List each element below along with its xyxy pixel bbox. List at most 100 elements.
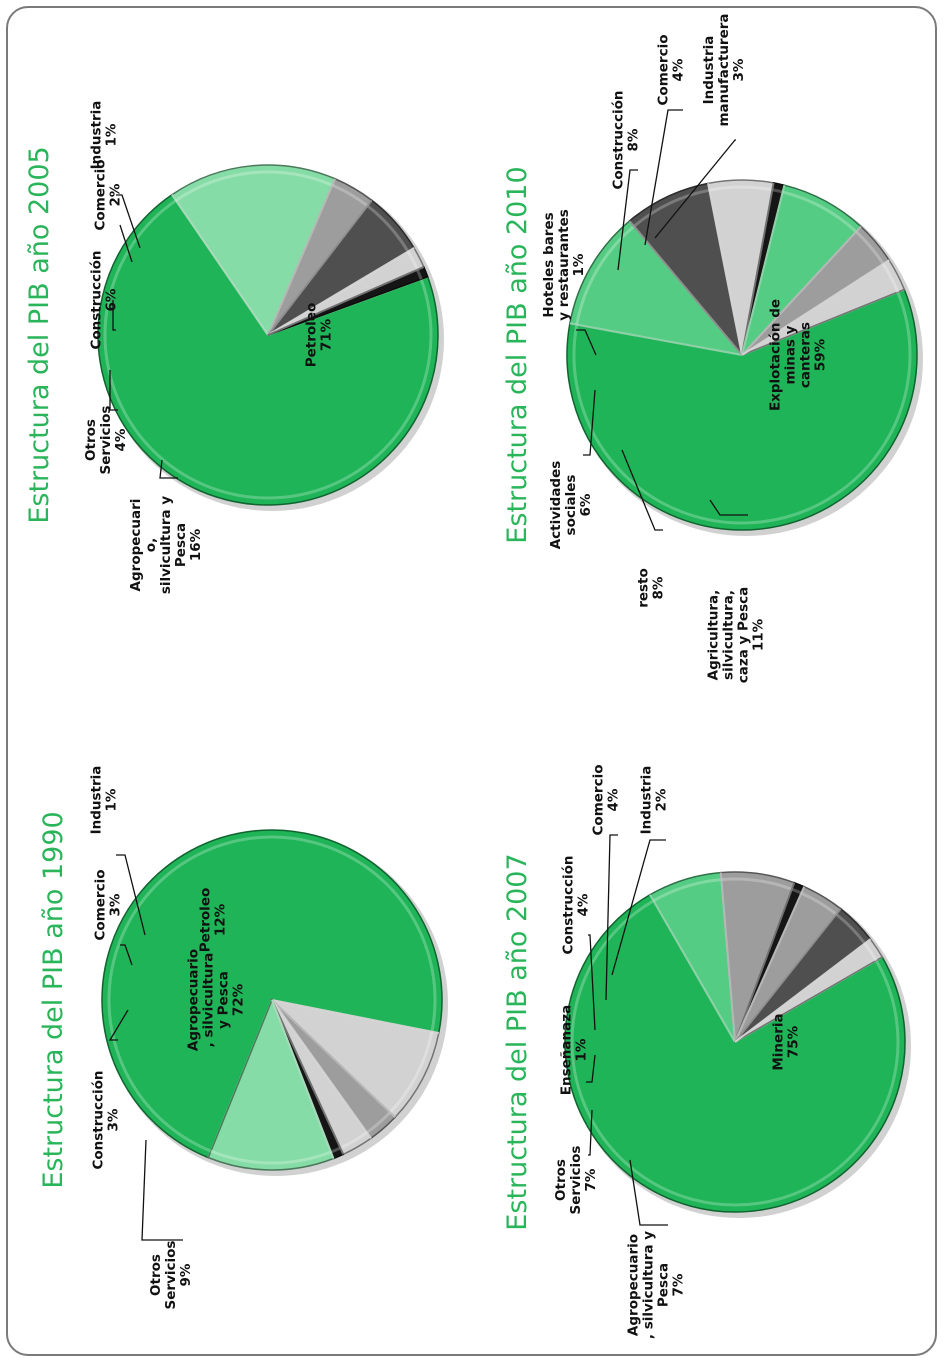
slice-label-line: o, — [143, 538, 159, 552]
slice-label-7: Industria2% — [639, 766, 670, 835]
slice-label-line: Comercio — [93, 160, 109, 231]
slice-label-line: 2% — [654, 788, 670, 811]
leader-line — [141, 1139, 183, 1241]
slice-label-line: resto — [636, 568, 652, 608]
slice-label-line: Industria — [701, 36, 717, 105]
pie-slice-edge — [271, 999, 372, 1139]
slice-label-line: Mineria — [771, 1013, 787, 1070]
slice-label-line: Agricultura, — [706, 590, 722, 681]
slice-label-line: Petroleo — [198, 888, 214, 953]
slice-label-line: Industria — [89, 766, 105, 835]
pie-slice-1 — [566, 288, 918, 531]
chart-title: Estructura del PIB año 2010 — [502, 166, 533, 543]
pie-chart-1: Estructura del PIB año 1990 Agropecuario,… — [38, 766, 448, 1310]
pie-slice-edge — [271, 999, 396, 1118]
pie-chart-2: Estructura del PIB año 2005 Petroleo71% Ag… — [24, 101, 444, 594]
pie-slice-1 — [564, 893, 906, 1213]
slice-label-line: 8% — [651, 576, 667, 599]
pie-slice-edge — [741, 225, 862, 356]
pie-slice-bevel — [782, 190, 858, 233]
pie-chart-3: Estructura del PIB año 2007 Mineria75% Agr… — [502, 765, 911, 1339]
pie-slice-edge — [719, 872, 736, 1043]
leader-line — [654, 139, 736, 239]
slice-label-2: Agricultura,silvicultura,caza y Pesca11% — [706, 587, 767, 683]
leader-line — [709, 499, 748, 516]
slice-label-6: Industria1% — [89, 101, 120, 170]
slice-label-line: , silvicultura y — [641, 1231, 657, 1339]
slice-label-line: 1% — [104, 788, 120, 811]
slice-label-line: Petroleo — [304, 303, 320, 368]
slice-label-line: 6% — [104, 288, 120, 311]
pie-slice-edge — [271, 999, 335, 1159]
pie-slice-bevel — [572, 291, 912, 525]
slice-label-line: Agropecuario — [186, 949, 202, 1051]
slice-label-line: Otros — [553, 1159, 569, 1201]
pie-slice-bevel — [388, 1031, 434, 1114]
leader-line — [588, 1109, 593, 1156]
pie-slice-edge — [741, 259, 890, 356]
pie-slice-edge — [628, 220, 743, 356]
leader-line — [109, 370, 118, 411]
slice-label-1: Petroleo71% — [304, 303, 335, 368]
slice-label-line: Comercio — [656, 35, 672, 106]
slice-label-5: Comercio2% — [93, 160, 124, 231]
slice-label-line: Otros — [83, 419, 99, 461]
slice-label-2: OtrosServicios9% — [148, 1241, 194, 1310]
slice-label-3: resto8% — [636, 568, 667, 608]
slice-label-line: 9% — [178, 1263, 194, 1286]
leader-line — [586, 1054, 596, 1083]
chart-title: Estructura del PIB año 2007 — [502, 853, 533, 1230]
leader-line — [108, 1009, 129, 1041]
pie-slice-bevel — [107, 835, 437, 1153]
pie-slice-bevel — [575, 225, 635, 325]
slice-label-line: 12% — [213, 903, 229, 936]
pie-slice-edge — [707, 183, 743, 356]
slice-label-line: Servicios — [163, 1241, 179, 1310]
slice-label-3: OtrosServicios7% — [553, 1146, 599, 1215]
slice-label-line: 4% — [671, 58, 687, 81]
pie-slice-edge — [741, 182, 775, 356]
slice-label-1: Explotación deminas ycanteras59% — [768, 299, 829, 411]
slice-label-line: Industria — [89, 101, 105, 170]
slice-label-line: y restaurantes — [556, 209, 572, 321]
leader-line — [588, 934, 596, 1031]
slice-label-line: 71% — [319, 318, 335, 351]
pie-slice-edge — [171, 194, 269, 336]
leader-line — [112, 300, 116, 331]
pie-slice-bevel — [103, 199, 433, 500]
slice-label-5: Industria1% — [89, 766, 120, 835]
pie-chart-4: Estructura del PIB año 2010 Explotación d… — [502, 13, 923, 683]
pie-slice-edge — [734, 908, 842, 1043]
slice-label-3: OtrosServicios4% — [83, 406, 129, 475]
chart-title: Estructura del PIB año 2005 — [24, 146, 55, 523]
pie-slice-1 — [101, 829, 443, 1159]
slice-label-line: , silvicultura — [201, 953, 217, 1048]
leader-line — [644, 109, 683, 246]
leader-line — [583, 389, 596, 456]
slice-label-line: Construcción — [561, 855, 577, 954]
pie-slice-bevel — [709, 185, 773, 192]
slice-label-line: 8% — [626, 128, 642, 151]
pie-slice-8 — [741, 259, 906, 356]
slice-label-line: 59% — [813, 338, 829, 371]
pie-slice-edge — [271, 999, 345, 1155]
pie-slice-edge — [569, 322, 743, 356]
leader-line — [576, 329, 597, 356]
slice-label-line: caza y Pesca — [736, 587, 752, 683]
slice-label-line: 11% — [751, 618, 767, 651]
leader-line — [116, 194, 141, 249]
leader-line — [605, 834, 618, 1001]
slice-label-1: Mineria75% — [771, 1013, 802, 1070]
slice-label-line: Agropecuari — [128, 499, 144, 592]
slice-label-2: Agropecuario,silvicultura yPesca16% — [128, 496, 204, 594]
slice-label-line: 6% — [578, 493, 594, 516]
leader-line — [617, 169, 638, 271]
slice-label-line: Servicios — [568, 1146, 584, 1215]
slice-label-line: Hoteles bares — [541, 212, 557, 317]
slice-label-8: Industriamanufacturera3% — [701, 13, 747, 126]
leader-line — [116, 854, 146, 936]
slice-label-3: Construcción3% — [91, 1070, 122, 1169]
slice-label-line: 72% — [231, 983, 247, 1016]
